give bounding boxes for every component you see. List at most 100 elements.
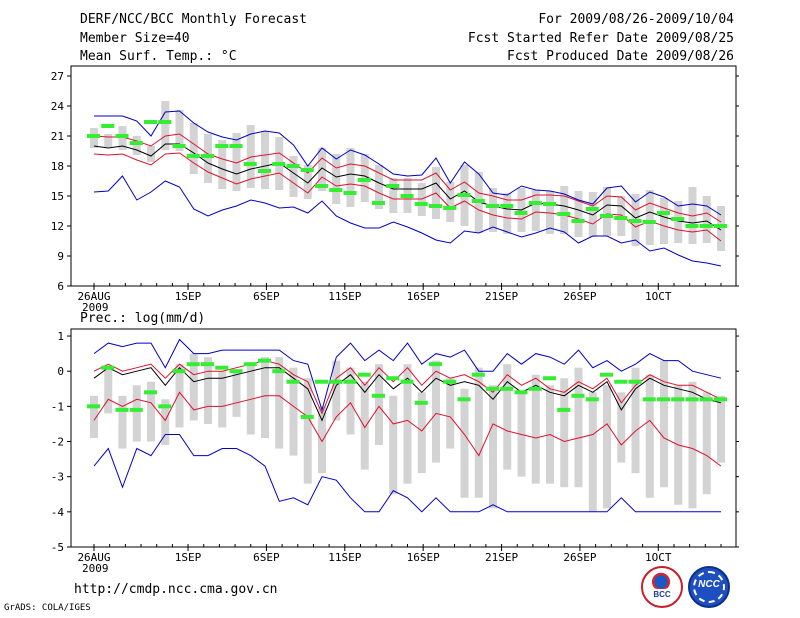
prec-spread-box: [132, 385, 141, 442]
prec-climatology-mark: [671, 397, 685, 402]
temp-ensemble-min-line: [93, 175, 722, 267]
temp-lower-spread-line: [93, 152, 722, 242]
prec-spread-box: [275, 357, 284, 449]
temp-spread-box: [104, 134, 113, 147]
temp-climatology-mark: [158, 120, 172, 124]
temp-spread-box: [375, 165, 383, 209]
prec-climatology-mark: [714, 397, 727, 402]
temp-spread-box: [318, 148, 326, 191]
prec-spread-box: [303, 378, 312, 484]
source-url[interactable]: http://cmdp.ncc.cma.gov.cn: [74, 582, 278, 597]
prec-climatology-mark: [628, 379, 642, 384]
temp-spread-box: [489, 188, 497, 232]
temp-spread-box: [218, 140, 227, 189]
prec-spread-box: [560, 378, 569, 488]
temp-ensemble-max-line: [94, 110, 722, 216]
prec-climatology-mark: [528, 386, 542, 391]
prec-x-tick-label: 26SEP: [563, 551, 596, 564]
prec-y-tick-label: -5: [51, 541, 64, 554]
temp-x-tick-label: 26SEP: [563, 290, 596, 303]
temp-climatology-mark: [87, 134, 100, 138]
prec-spread-box: [318, 406, 326, 474]
prec-spread-box: [175, 364, 184, 428]
temp-climatology-mark: [514, 211, 528, 215]
prec-climatology-mark: [657, 397, 670, 402]
prec-x-tick-label: 11SEP: [328, 551, 361, 564]
ncc-ring-icon: [693, 571, 725, 603]
temp-climatology-mark: [357, 178, 371, 182]
prec-spread-box: [489, 385, 497, 509]
prec-climatology-mark: [443, 379, 457, 384]
temp-climatology-mark: [243, 162, 257, 166]
prec-spread-box: [617, 392, 626, 463]
ncc-logo: NCC: [688, 566, 730, 608]
temp-climatology-mark: [457, 193, 471, 197]
prec-spread-box: [503, 364, 512, 470]
temp-spread-box: [674, 201, 683, 243]
prec-climatology-mark: [172, 369, 186, 374]
prec-climatology-mark: [514, 390, 528, 395]
temp-spread-box: [503, 193, 512, 234]
prec-y-tick-label: -4: [51, 506, 65, 519]
temp-y-tick-label: 15: [51, 190, 64, 203]
prec-ensemble-min-line: [93, 434, 721, 513]
temp-climatology-mark: [101, 124, 115, 128]
temp-climatology-mark: [642, 220, 656, 224]
prec-climatology-mark: [600, 372, 613, 377]
precip-panel-title: Prec.: log(mm/d): [80, 311, 205, 326]
temp-climatology-mark: [201, 154, 214, 158]
temp-climatology-mark: [414, 202, 428, 206]
prec-spread-box: [204, 357, 212, 424]
temp-climatology-mark: [600, 214, 613, 218]
temp-spread-box: [574, 191, 583, 237]
prec-climatology-mark: [486, 386, 499, 391]
temp-climatology-mark: [172, 144, 186, 148]
prec-ensemble-max-line: [93, 338, 722, 412]
prec-climatology-mark: [144, 390, 157, 395]
temp-climatology-mark: [543, 202, 556, 206]
chart-title: DERF/NCC/BCC Monthly Forecast: [80, 12, 307, 27]
temp-climatology-mark: [229, 144, 243, 148]
temp-climatology-mark: [129, 141, 143, 145]
prec-upper-spread-line: [93, 360, 722, 415]
prec-y-tick-label: 1: [57, 330, 64, 343]
temp-x-tick-label: 26AUG: [77, 290, 110, 303]
prec-spread-box: [446, 378, 455, 449]
bcc-logo-text: BCC: [653, 590, 671, 599]
prec-climatology-mark: [229, 369, 243, 374]
prec-y-tick-label: 0: [57, 365, 64, 378]
temp-climatology-mark: [614, 216, 628, 220]
prec-spread-box: [161, 399, 170, 446]
prec-y-tick-label: -3: [51, 471, 64, 484]
temp-climatology-mark: [215, 144, 229, 148]
prec-climatology-mark: [386, 376, 400, 381]
temp-x-tick-label: 1OCT: [645, 290, 672, 303]
prec-climatology-mark: [372, 393, 385, 398]
temp-climatology-mark: [671, 217, 685, 221]
temp-climatology-mark: [315, 184, 328, 188]
temp-spread-box: [147, 146, 155, 162]
temp-climatology-mark: [144, 120, 157, 124]
temp-climatology-mark: [258, 169, 271, 173]
prec-spread-box: [218, 371, 227, 428]
temp-climatology-mark: [429, 204, 442, 208]
forecast-period: For 2009/08/26-2009/10/04: [538, 12, 734, 27]
temp-spread-box: [332, 154, 341, 204]
temp-climatology-mark: [400, 194, 414, 198]
temp-spread-box: [232, 133, 241, 191]
prec-lower-spread-line: [93, 391, 722, 467]
prec-spread-box: [417, 392, 426, 474]
temp-spread-box: [446, 182, 455, 222]
prec-spread-box: [460, 388, 469, 498]
prec-spread-box: [603, 385, 611, 509]
prec-climatology-mark: [642, 397, 656, 402]
prec-spread-box: [645, 374, 654, 498]
temp-climatology-mark: [486, 204, 499, 208]
prec-climatology-mark: [272, 369, 286, 374]
prec-climatology-mark: [343, 379, 357, 384]
prec-ensemble-mean-line: [93, 366, 722, 422]
prec-climatology-mark: [286, 379, 300, 384]
temp-spread-box: [660, 198, 668, 244]
prec-climatology-mark: [400, 379, 414, 384]
